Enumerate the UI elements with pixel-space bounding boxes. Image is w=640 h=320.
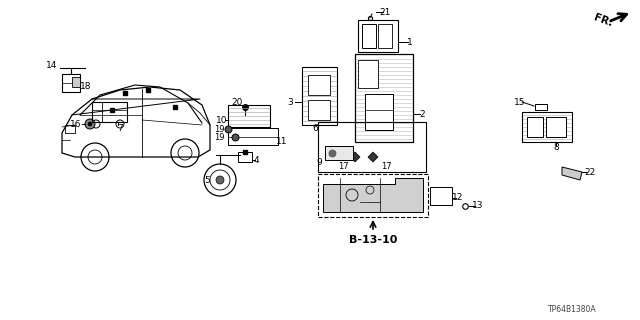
Bar	[355, 54, 413, 142]
Bar	[358, 60, 378, 88]
Text: TP64B1380A: TP64B1380A	[548, 305, 596, 314]
Bar	[228, 105, 270, 127]
Text: 6: 6	[312, 124, 318, 132]
Text: B-13-10: B-13-10	[349, 235, 397, 245]
Text: 20: 20	[231, 98, 243, 107]
Polygon shape	[562, 167, 582, 180]
Circle shape	[216, 176, 224, 184]
Text: 2: 2	[419, 109, 425, 118]
Text: 4: 4	[253, 156, 259, 164]
Text: 17: 17	[381, 162, 391, 171]
Text: 3: 3	[287, 98, 293, 107]
Text: 21: 21	[380, 7, 390, 17]
Bar	[325, 146, 353, 160]
Circle shape	[85, 119, 95, 129]
Polygon shape	[350, 152, 360, 162]
Bar	[92, 102, 102, 122]
Bar	[228, 128, 278, 145]
Text: 14: 14	[46, 60, 58, 69]
Text: 12: 12	[452, 194, 464, 203]
Text: 19: 19	[214, 124, 224, 133]
Bar	[308, 100, 330, 120]
Bar	[308, 75, 330, 95]
Text: 7: 7	[117, 124, 123, 132]
Bar	[92, 102, 127, 122]
Bar	[62, 74, 80, 92]
Bar	[302, 67, 337, 125]
Bar	[378, 24, 392, 48]
Text: 22: 22	[584, 167, 596, 177]
Bar	[362, 24, 376, 48]
Text: 9: 9	[316, 157, 322, 166]
Text: 13: 13	[472, 202, 484, 211]
Text: 17: 17	[338, 162, 348, 171]
Bar	[430, 187, 452, 205]
Text: 10: 10	[216, 116, 228, 124]
Text: 16: 16	[70, 119, 82, 129]
Circle shape	[88, 122, 92, 126]
Polygon shape	[368, 152, 378, 162]
Bar	[318, 174, 428, 217]
Bar	[546, 117, 566, 137]
Bar	[238, 152, 252, 162]
Text: FR.: FR.	[592, 12, 614, 28]
Bar	[535, 104, 547, 110]
Bar	[72, 77, 80, 87]
Text: 19: 19	[214, 132, 224, 141]
Text: 1: 1	[407, 37, 413, 46]
Bar	[522, 112, 572, 142]
Polygon shape	[323, 178, 423, 212]
Text: 11: 11	[276, 137, 288, 146]
Text: 15: 15	[515, 98, 525, 107]
Text: 8: 8	[553, 142, 559, 151]
Bar	[318, 122, 426, 172]
Bar	[65, 125, 75, 133]
Bar	[365, 94, 393, 130]
Text: 18: 18	[80, 82, 92, 91]
Text: 5: 5	[204, 175, 210, 185]
Bar	[527, 117, 543, 137]
Bar	[358, 20, 398, 52]
